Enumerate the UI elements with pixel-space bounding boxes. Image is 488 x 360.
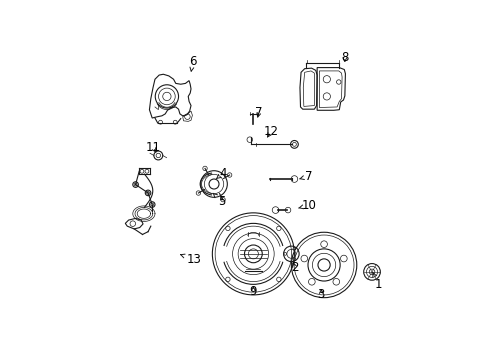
Text: 12: 12: [263, 125, 278, 138]
Text: 2: 2: [291, 261, 298, 274]
Text: 13: 13: [180, 253, 201, 266]
Text: 5: 5: [213, 193, 225, 208]
Text: 1: 1: [372, 273, 381, 291]
Text: 7: 7: [255, 106, 262, 119]
Text: 8: 8: [341, 50, 348, 64]
Text: 11: 11: [145, 141, 160, 154]
Text: 4: 4: [216, 167, 226, 180]
Text: 3: 3: [317, 288, 325, 301]
Text: 9: 9: [249, 285, 257, 298]
Text: 6: 6: [189, 55, 196, 71]
Text: 7: 7: [299, 170, 312, 183]
Text: 10: 10: [298, 199, 316, 212]
